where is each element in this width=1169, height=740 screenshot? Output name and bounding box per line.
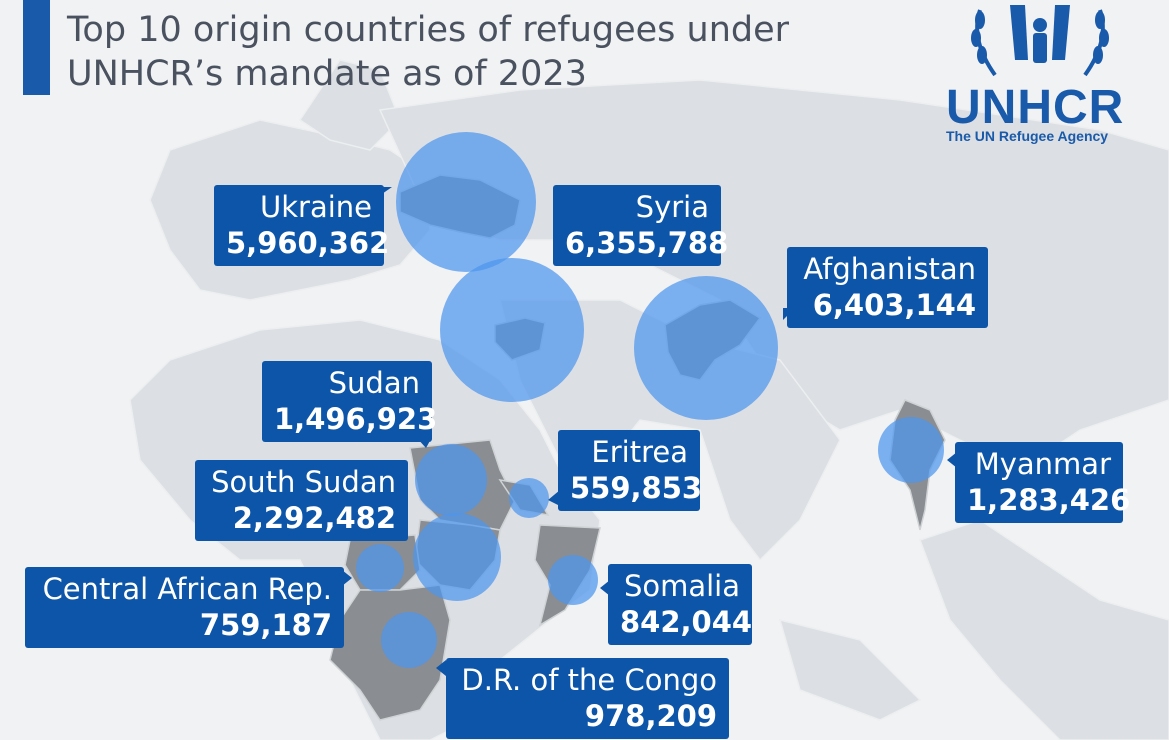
country-name: Syria — [635, 190, 709, 224]
label-south-sudan: South Sudan 2,292,482 — [195, 460, 408, 541]
country-value: 6,403,144 — [812, 288, 976, 322]
label-sudan: Sudan 1,496,923 — [262, 361, 438, 442]
label-central-african-rep: Central African Rep. 759,187 — [25, 567, 344, 648]
country-name: South Sudan — [211, 465, 396, 499]
country-name: Ukraine — [260, 190, 372, 224]
bubble-eritrea — [509, 478, 549, 518]
country-value: 978,209 — [584, 699, 717, 733]
country-name: Central African Rep. — [42, 572, 332, 606]
bubble-ukraine — [396, 132, 536, 272]
label-drc: D.R. of the Congo 978,209 — [446, 658, 729, 739]
bubble-sudan — [415, 444, 487, 516]
label-afghanistan: Afghanistan 6,403,144 — [787, 247, 988, 328]
bubble-car — [356, 544, 404, 592]
unhcr-logo-emblem — [971, 5, 1109, 77]
country-name: Afghanistan — [803, 252, 976, 286]
country-value: 842,044 — [620, 605, 753, 639]
chart-title: Top 10 origin countries of refugees unde… — [67, 10, 790, 94]
country-name: Eritrea — [591, 435, 688, 469]
label-syria: Syria 6,355,788 — [553, 185, 729, 266]
label-somalia: Somalia 842,044 — [608, 564, 752, 645]
label-eritrea: Eritrea 559,853 — [558, 430, 703, 511]
bubble-south-sudan — [413, 513, 501, 601]
label-ukraine: Ukraine 5,960,362 — [214, 185, 390, 266]
logo-wordmark: UNHCR — [946, 81, 1125, 134]
country-value: 6,355,788 — [565, 226, 729, 260]
country-name: D.R. of the Congo — [461, 663, 717, 697]
country-value: 2,292,482 — [232, 501, 396, 535]
logo-subtitle: The UN Refugee Agency — [946, 128, 1109, 144]
bubble-drc — [381, 612, 437, 668]
country-name: Somalia — [623, 569, 740, 603]
country-name: Myanmar — [974, 447, 1111, 481]
country-name: Sudan — [328, 366, 420, 400]
bubble-afghanistan — [634, 276, 778, 420]
bubble-syria — [440, 258, 584, 402]
bubbles — [356, 132, 944, 668]
country-value: 1,496,923 — [274, 402, 438, 436]
accent-bar — [23, 0, 50, 95]
country-value: 1,283,426 — [967, 483, 1131, 517]
country-value: 559,853 — [570, 471, 703, 505]
country-value: 759,187 — [199, 608, 332, 642]
label-myanmar: Myanmar 1,283,426 — [955, 442, 1131, 523]
bubble-myanmar — [878, 417, 944, 483]
country-value: 5,960,362 — [226, 226, 390, 260]
bubble-somalia — [548, 555, 598, 605]
